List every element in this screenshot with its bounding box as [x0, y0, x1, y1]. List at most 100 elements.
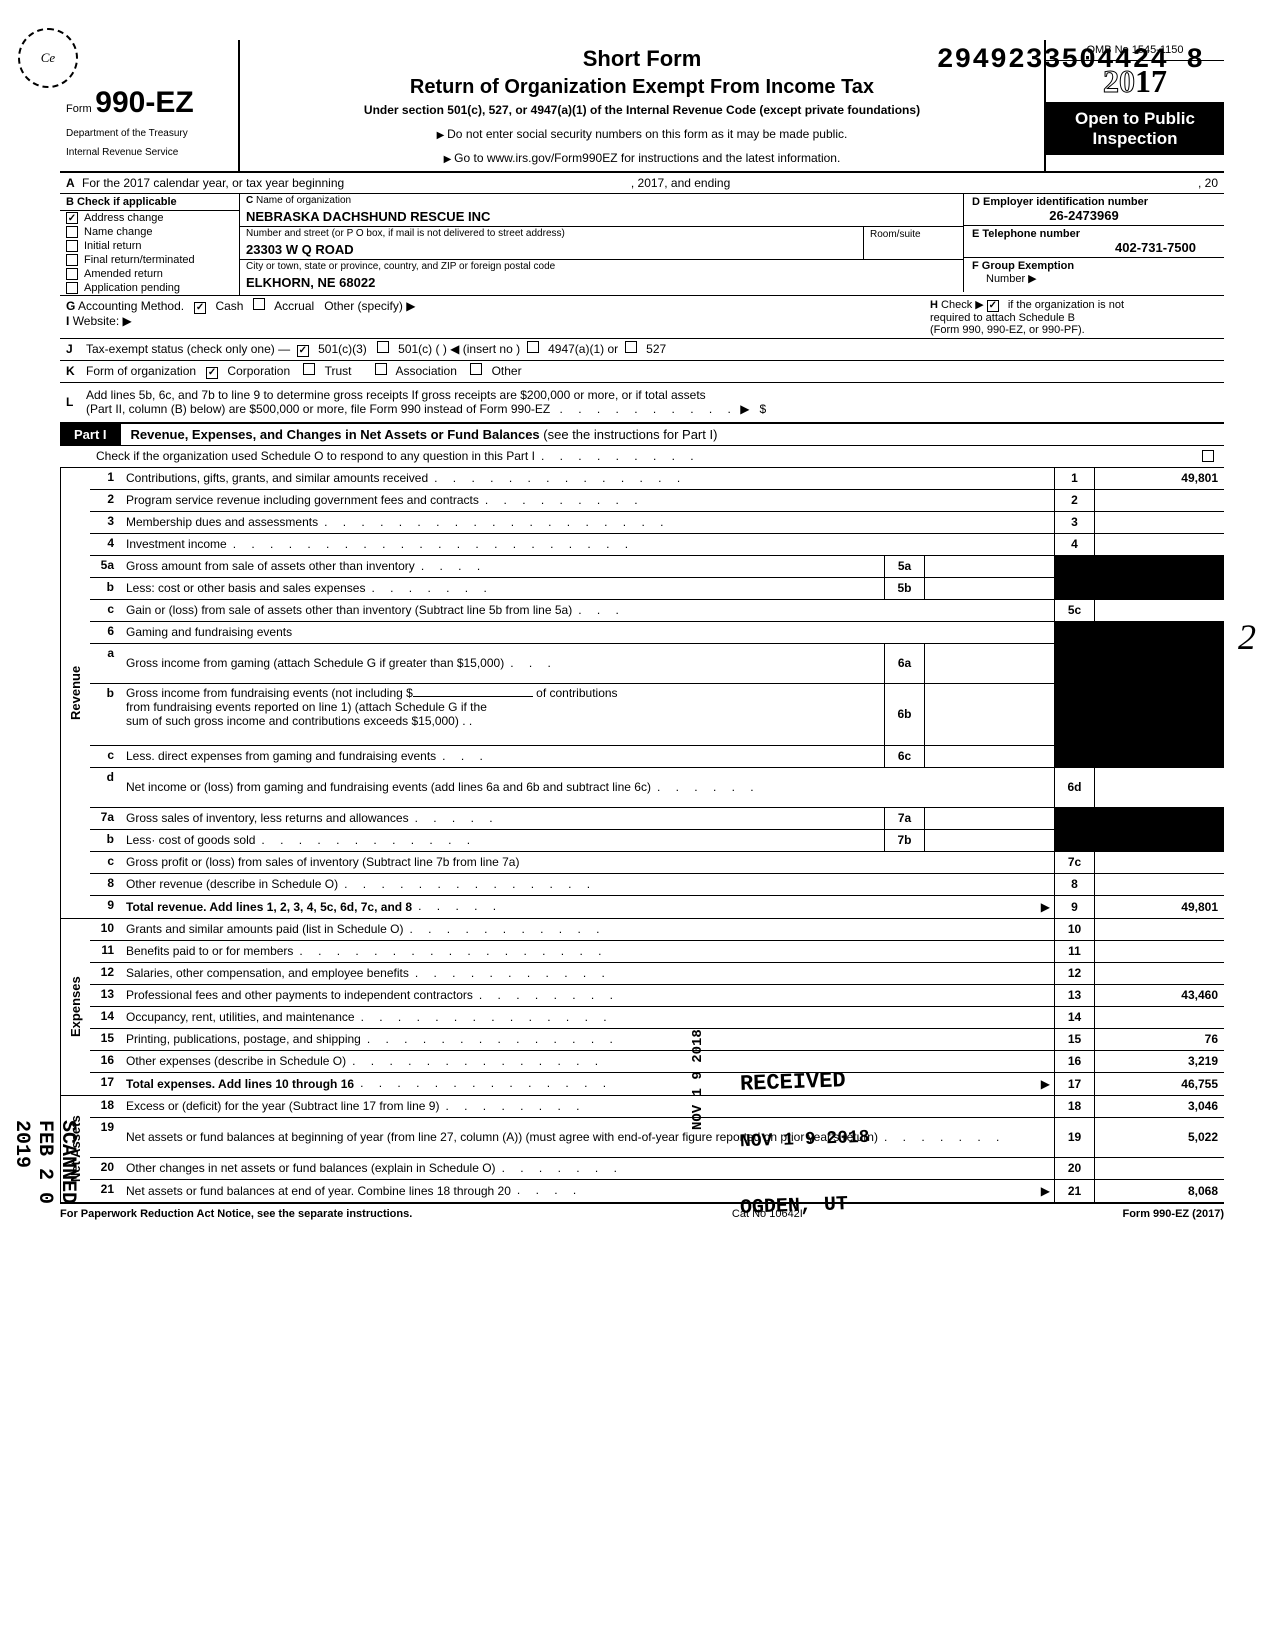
city-lbl: City or town, state or province, country…	[240, 260, 963, 273]
n7b: b	[90, 830, 122, 851]
527-lbl: 527	[646, 342, 666, 356]
chk-4947[interactable]	[527, 341, 539, 353]
chk-cash[interactable]: ✓	[194, 302, 206, 314]
form-prefix: Form	[66, 103, 92, 115]
n8: 8	[90, 874, 122, 895]
chk-final-return[interactable]: Final return/terminated	[60, 253, 239, 267]
open-public: Open to Public Inspection	[1046, 103, 1224, 155]
room-suite: Room/suite	[864, 227, 964, 259]
corp-lbl: Corporation	[227, 364, 290, 378]
chk-527[interactable]	[625, 341, 637, 353]
chk-amended[interactable]: Amended return	[60, 267, 239, 281]
rn9: 9	[1054, 896, 1094, 918]
sb6a: 6a	[884, 644, 924, 683]
footer-left: For Paperwork Reduction Act Notice, see …	[60, 1208, 412, 1220]
chk-name-change[interactable]: Name change	[60, 225, 239, 239]
chk-501c[interactable]	[377, 341, 389, 353]
chk-app-pending[interactable]: Application pending	[60, 281, 239, 295]
row-a: A For the 2017 calendar year, or tax yea…	[60, 173, 1224, 194]
rn4: 4	[1054, 534, 1094, 555]
rn15: 15	[1054, 1029, 1094, 1050]
row-a-begin: For the 2017 calendar year, or tax year …	[82, 176, 344, 190]
other-lbl: Other (specify) ▶	[324, 299, 415, 313]
n6a: a	[90, 644, 122, 683]
chk-schedule-b[interactable]: ✓	[987, 300, 999, 312]
rn21: 21	[1054, 1180, 1094, 1202]
rn19: 19	[1054, 1118, 1094, 1157]
t6a: Gross income from gaming (attach Schedul…	[126, 656, 504, 670]
chk-label: Amended return	[84, 268, 163, 280]
v3	[1094, 512, 1224, 533]
n5c: c	[90, 600, 122, 621]
t4: Investment income	[126, 537, 227, 551]
rn11: 11	[1054, 941, 1094, 962]
n3: 3	[90, 512, 122, 533]
chk-trust[interactable]	[303, 363, 315, 375]
v18: 3,046	[1094, 1096, 1224, 1117]
part1-header: Part I Revenue, Expenses, and Changes in…	[60, 423, 1224, 446]
v17: 46,755	[1094, 1073, 1224, 1095]
dln-number: 29492335044248	[937, 45, 1204, 76]
e-lbl: Telephone number	[982, 228, 1080, 240]
t5b: Less: cost or other basis and sales expe…	[126, 581, 365, 595]
phone: 402-731-7500	[972, 240, 1216, 255]
n1: 1	[90, 468, 122, 489]
h-txt4: (Form 990, 990-EZ, or 990-PF).	[930, 324, 1085, 336]
l-txt2: (Part II, column (B) below) are $500,000…	[86, 402, 550, 416]
chk-assoc[interactable]	[375, 363, 387, 375]
c-name-lbl: C Name of organization	[240, 194, 963, 207]
row-k: K Form of organization ✓ Corporation Tru…	[60, 361, 1224, 383]
v14	[1094, 1007, 1224, 1028]
dept-treasury: Department of the Treasury	[66, 120, 232, 139]
chk-corp[interactable]: ✓	[206, 367, 218, 379]
n6: 6	[90, 622, 122, 643]
ein: 26-2473969	[972, 208, 1216, 223]
v7c	[1094, 852, 1224, 873]
rn5c: 5c	[1054, 600, 1094, 621]
chk-label: Application pending	[84, 282, 180, 294]
t6b3: from fundraising events reported on line…	[126, 700, 487, 714]
rn6d: 6d	[1054, 768, 1094, 807]
t6b4: sum of such gross income and contributio…	[126, 714, 459, 728]
rn1: 1	[1054, 468, 1094, 489]
b-header: B Check if applicable	[60, 194, 239, 211]
col-def: D Employer identification number 26-2473…	[964, 194, 1224, 295]
form-number: 990-EZ	[95, 86, 193, 119]
n15: 15	[90, 1029, 122, 1050]
rn3: 3	[1054, 512, 1094, 533]
t16: Other expenses (describe in Schedule O)	[126, 1054, 346, 1068]
chk-501c3[interactable]: ✓	[297, 345, 309, 357]
entity-block: B Check if applicable ✓Address change Na…	[60, 194, 1224, 296]
chk-schedule-o[interactable]	[1202, 450, 1214, 462]
t12: Salaries, other compensation, and employ…	[126, 966, 409, 980]
sb6c: 6c	[884, 746, 924, 767]
v12	[1094, 963, 1224, 984]
footer: For Paperwork Reduction Act Notice, see …	[60, 1204, 1224, 1220]
chk-accrual[interactable]	[253, 298, 265, 310]
t13: Professional fees and other payments to …	[126, 988, 473, 1002]
chk-address-change[interactable]: ✓Address change	[60, 211, 239, 225]
chk-other-org[interactable]	[470, 363, 482, 375]
box-d: D Employer identification number 26-2473…	[964, 194, 1224, 226]
col-b: B Check if applicable ✓Address change Na…	[60, 194, 240, 295]
note-url: Go to www.irs.gov/Form990EZ for instruct…	[250, 151, 1034, 165]
chk-initial-return[interactable]: Initial return	[60, 239, 239, 253]
n18: 18	[90, 1096, 122, 1117]
v16: 3,219	[1094, 1051, 1224, 1072]
n14: 14	[90, 1007, 122, 1028]
label-a: A	[60, 173, 76, 193]
rn14: 14	[1054, 1007, 1094, 1028]
i-txt: Website: ▶	[73, 314, 132, 328]
t18: Excess or (deficit) for the year (Subtra…	[126, 1099, 439, 1113]
box-e: E Telephone number 402-731-7500	[964, 226, 1224, 258]
t7c: Gross profit or (loss) from sales of inv…	[126, 855, 519, 869]
sb5a: 5a	[884, 556, 924, 577]
h-txt1: Check ▶	[941, 299, 984, 311]
n11: 11	[90, 941, 122, 962]
v1: 49,801	[1094, 468, 1224, 489]
n2: 2	[90, 490, 122, 511]
d-lbl: Employer identification number	[983, 196, 1148, 208]
part1-check: Check if the organization used Schedule …	[92, 446, 1224, 467]
v8	[1094, 874, 1224, 895]
t8: Other revenue (describe in Schedule O)	[126, 877, 338, 891]
